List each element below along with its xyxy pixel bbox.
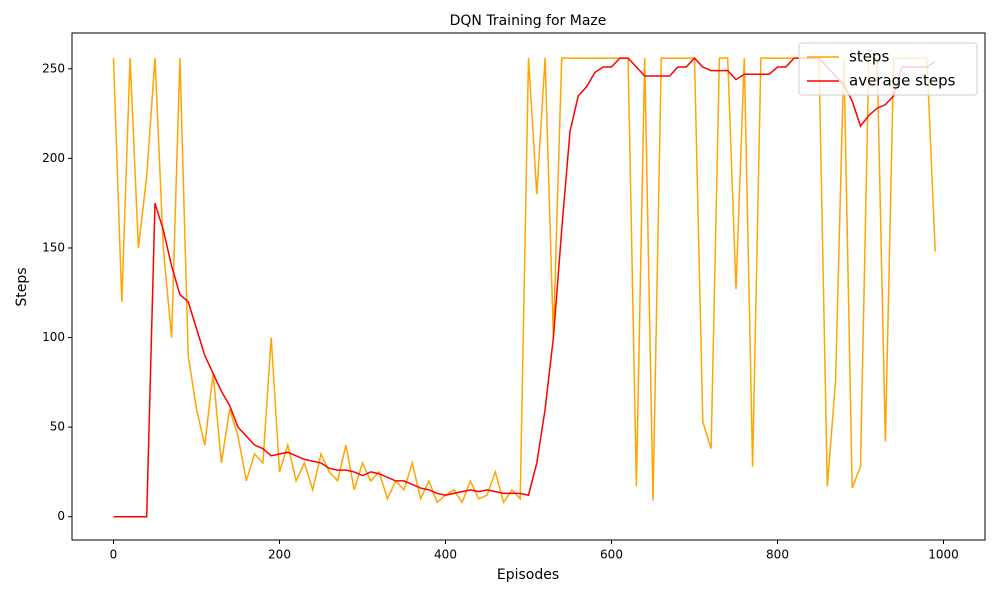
plot-frame: [71, 32, 986, 541]
y-axis-label: Steps: [14, 267, 30, 306]
x-tick-label: 800: [766, 548, 789, 562]
x-tick-label: 1000: [928, 548, 959, 562]
y-tick-label: 150: [42, 240, 65, 254]
chart-title: DQN Training for Maze: [450, 13, 607, 29]
series-line: [113, 56, 936, 518]
x-tick-label: 400: [434, 548, 457, 562]
x-tick-label: 0: [110, 548, 118, 562]
x-tick-label: 200: [268, 548, 291, 562]
legend-label: average steps: [849, 72, 956, 90]
y-tick-label: 100: [42, 330, 65, 344]
y-tick-label: 50: [50, 420, 65, 434]
y-tick-label: 250: [42, 61, 65, 75]
x-axis-label: Episodes: [497, 567, 559, 583]
x-tick-label: 600: [600, 548, 623, 562]
y-tick-label: 200: [42, 151, 65, 165]
legend-box: [798, 42, 978, 96]
y-tick-label: 0: [57, 509, 65, 523]
legend-label: steps: [849, 48, 889, 66]
